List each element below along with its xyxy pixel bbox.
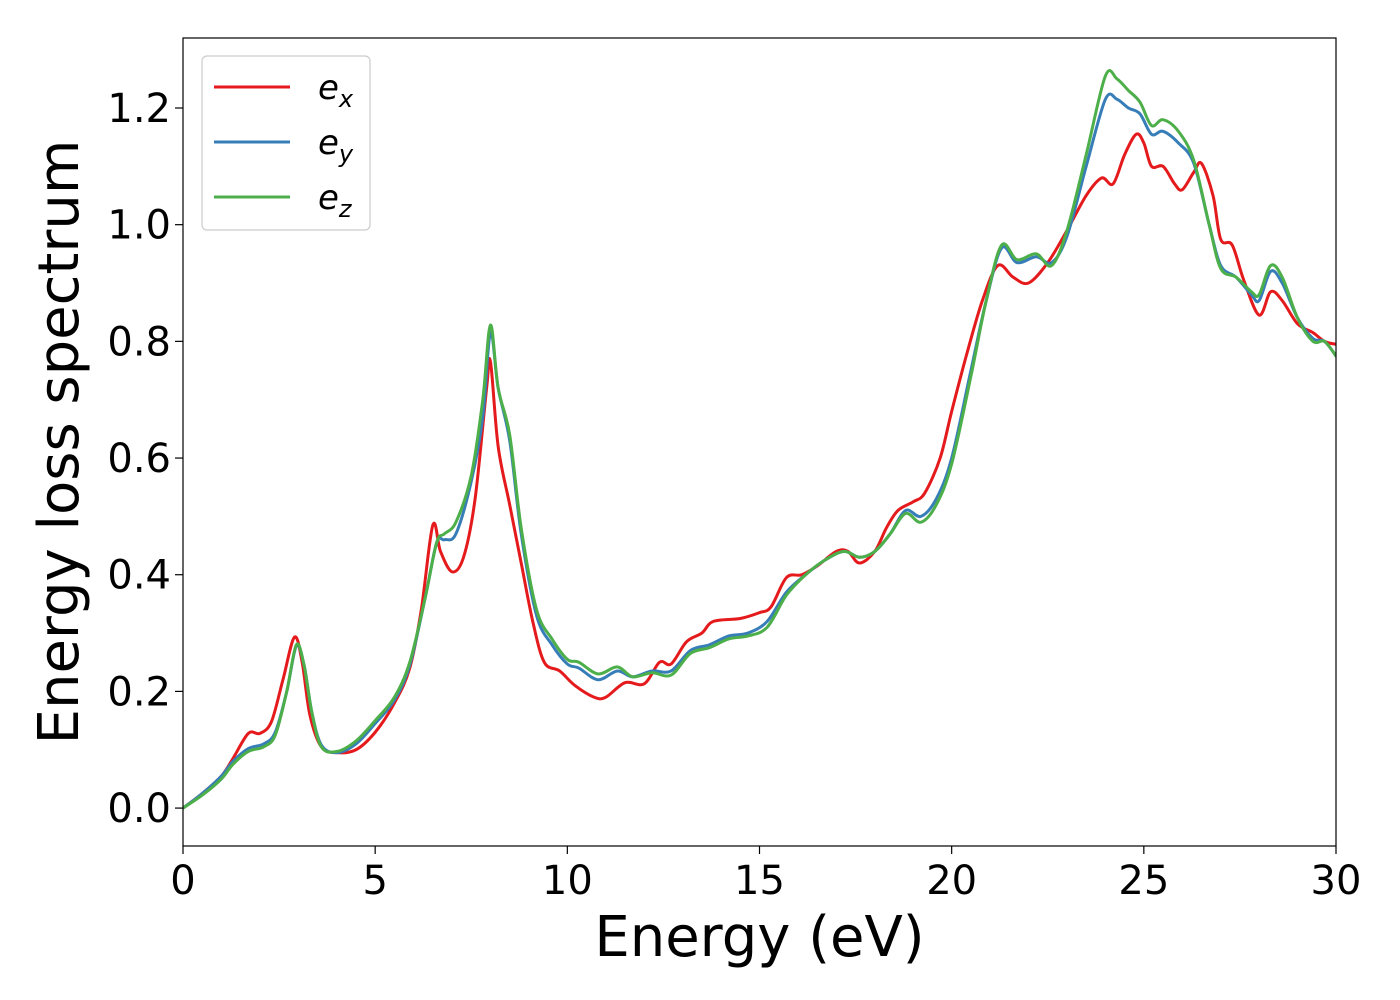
series-line-z [183,69,1336,810]
axis-ticks: 0 5 10 15 20 25 30 0.0 0.2 0.4 0.6 0.8 1.0 1.2 [107,86,1361,904]
y-tick-label: 1.2 [107,86,171,132]
legend: ex ey ez [201,55,371,231]
y-tick-label: 0.0 [107,786,171,832]
y-tick-label: 0.4 [107,553,171,599]
series-lines [183,69,1336,810]
x-tick-label: 15 [734,858,785,904]
y-tick-label: 1.0 [107,203,171,249]
y-tick-label: 0.6 [107,436,171,482]
x-tick-label: 0 [170,858,195,904]
y-tick-label: 0.8 [107,319,171,365]
x-tick-label: 20 [926,858,977,904]
x-axis-label: Energy (eV) [594,905,924,970]
legend-label-y: ey [318,123,354,168]
y-axis-label: Energy loss spectrum [27,140,92,745]
x-tick-label: 10 [542,858,593,904]
x-tick-label: 30 [1311,858,1362,904]
y-tick-label: 0.2 [107,669,171,715]
series-line-y [183,92,1336,810]
x-tick-label: 5 [362,858,387,904]
legend-label-x: ex [318,68,354,113]
x-tick-label: 25 [1118,858,1169,904]
series-line-x [183,132,1336,810]
legend-label-z: ez [318,178,353,223]
